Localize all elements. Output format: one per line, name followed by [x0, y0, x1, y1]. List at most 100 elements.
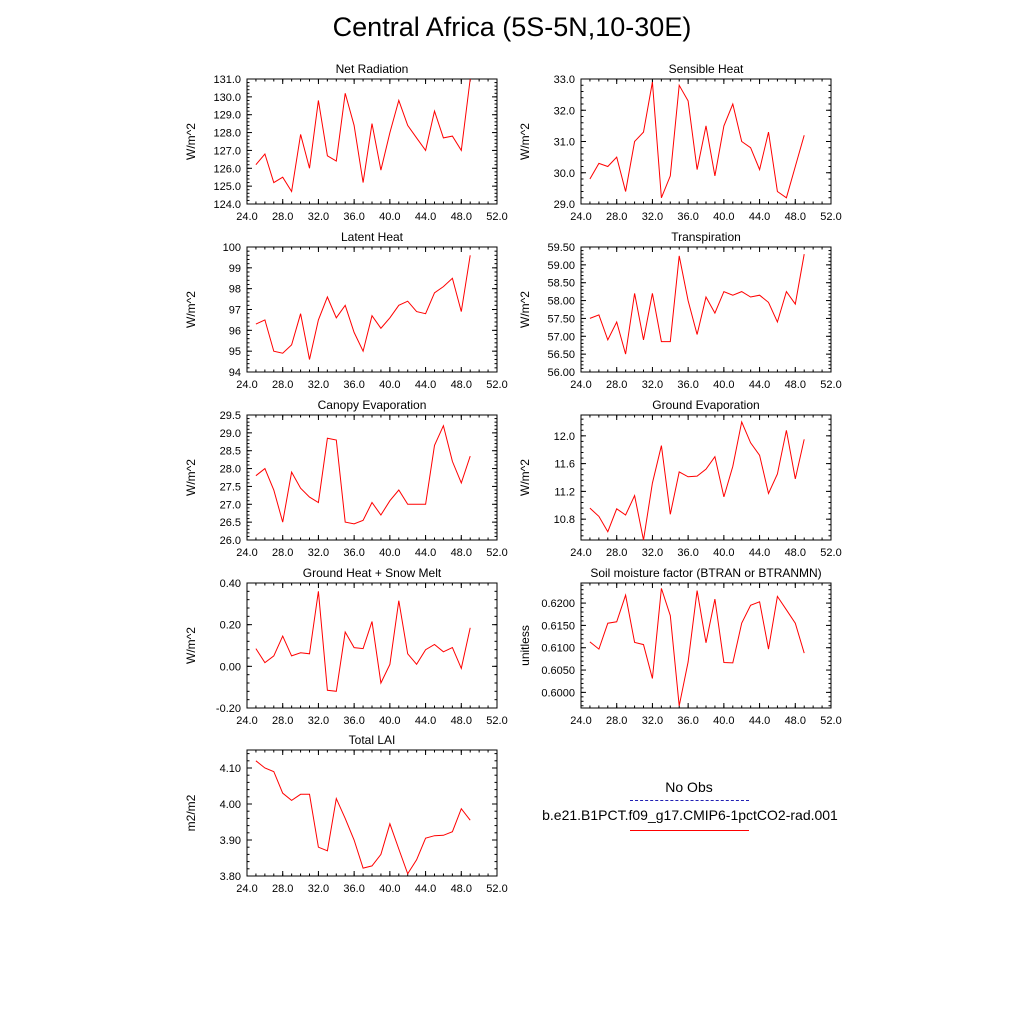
y-tick-label: 27.0 [220, 499, 241, 511]
x-tick-label: 36.0 [677, 379, 698, 391]
y-tick-label: 59.00 [547, 260, 575, 272]
y-tick-label: 130.0 [213, 92, 241, 104]
panel-7: Soil moisture factor (BTRAN or BTRANMN) u… [518, 566, 842, 727]
y-tick-label: 29.5 [220, 410, 241, 422]
y-tick-label: 129.0 [213, 110, 241, 122]
legend-model-line [630, 830, 749, 831]
x-tick-label: 44.0 [749, 547, 770, 559]
y-tick-label: 32.0 [554, 105, 575, 117]
panel-6: Ground Heat + Snow Melt W/m^2 24.0 28.0 32.0… [184, 566, 508, 727]
y-axis-label: W/m^2 [518, 459, 532, 496]
x-tick-label: 32.0 [642, 715, 663, 727]
series-line [589, 420, 805, 541]
x-tick-label: 32.0 [308, 883, 329, 895]
y-tick-label: 28.5 [220, 446, 241, 458]
y-tick-label: 96 [229, 325, 241, 337]
y-tick-label: 127.0 [213, 145, 241, 157]
x-tick-label: 48.0 [785, 547, 806, 559]
x-tick-label: 52.0 [486, 715, 507, 727]
y-axis-label: unitless [518, 625, 532, 666]
y-tick-label: 30.0 [554, 168, 575, 180]
x-tick-label: 40.0 [379, 883, 400, 895]
y-tick-label: 0.6150 [541, 620, 575, 632]
plot-frame [580, 78, 832, 205]
series-line [255, 424, 471, 525]
y-tick-label: 98 [229, 284, 241, 296]
x-tick-label: 44.0 [749, 715, 770, 727]
x-tick-label: 48.0 [785, 715, 806, 727]
panel-title: Soil moisture factor (BTRAN or BTRANMN) [590, 566, 821, 580]
x-tick-label: 32.0 [308, 547, 329, 559]
panel-0: Net Radiation W/m^2 24.0 28.0 32.0 36.0 40.0 44… [184, 62, 508, 223]
y-tick-label: 128.0 [213, 128, 241, 140]
y-tick-label: 10.8 [554, 514, 575, 526]
panel-title: Ground Heat + Snow Melt [303, 566, 442, 580]
x-tick-label: 28.0 [272, 715, 293, 727]
y-tick-label: 26.0 [220, 535, 241, 547]
x-tick-label: 48.0 [785, 211, 806, 223]
y-tick-label: 0.20 [220, 620, 241, 632]
x-tick-label: 36.0 [343, 211, 364, 223]
x-tick-label: 52.0 [820, 379, 841, 391]
panel-5: Ground Evaporation W/m^2 24.0 28.0 32.0 36.0 4… [518, 398, 842, 559]
y-tick-label: 124.0 [213, 199, 241, 211]
x-tick-label: 32.0 [308, 379, 329, 391]
y-tick-label: 4.10 [220, 763, 241, 775]
y-tick-label: 0.6200 [541, 598, 575, 610]
x-tick-label: 28.0 [606, 547, 627, 559]
y-tick-label: 3.80 [220, 871, 241, 883]
x-tick-label: 40.0 [713, 715, 734, 727]
x-tick-label: 44.0 [415, 883, 436, 895]
y-tick-label: 58.50 [547, 278, 575, 290]
x-tick-label: 40.0 [379, 379, 400, 391]
x-tick-label: 36.0 [343, 379, 364, 391]
panel-title: Sensible Heat [669, 62, 744, 76]
series-line [255, 760, 471, 875]
x-tick-label: 32.0 [642, 211, 663, 223]
x-tick-label: 44.0 [749, 211, 770, 223]
y-tick-label: 3.90 [220, 835, 241, 847]
panel-8: Total LAI m2/m2 24.0 28.0 32.0 36.0 40.0 44.0 48… [184, 733, 508, 895]
y-tick-label: 12.0 [554, 431, 575, 443]
x-tick-label: 40.0 [713, 379, 734, 391]
x-tick-label: 32.0 [308, 715, 329, 727]
panel-title: Canopy Evaporation [318, 398, 427, 412]
x-tick-label: 52.0 [820, 211, 841, 223]
y-tick-label: 4.00 [220, 799, 241, 811]
x-tick-label: 40.0 [713, 211, 734, 223]
x-tick-label: 52.0 [820, 547, 841, 559]
y-axis-label: W/m^2 [184, 291, 198, 328]
x-tick-label: 24.0 [236, 715, 257, 727]
x-tick-label: 28.0 [272, 211, 293, 223]
y-tick-label: 0.6050 [541, 665, 575, 677]
x-tick-label: 48.0 [451, 547, 472, 559]
y-tick-label: 11.6 [554, 459, 575, 471]
series-line [589, 254, 805, 355]
x-tick-label: 52.0 [486, 547, 507, 559]
y-tick-label: 0.40 [220, 578, 241, 590]
y-tick-label: 29.0 [554, 199, 575, 211]
y-tick-label: 99 [229, 263, 241, 275]
series-line [589, 82, 805, 199]
y-tick-label: 31.0 [554, 137, 575, 149]
x-tick-label: 24.0 [570, 547, 591, 559]
x-tick-label: 52.0 [486, 379, 507, 391]
x-tick-label: 40.0 [379, 547, 400, 559]
x-tick-label: 36.0 [343, 715, 364, 727]
x-tick-label: 28.0 [272, 547, 293, 559]
series-line [255, 78, 471, 193]
y-tick-label: 59.50 [547, 242, 575, 254]
y-tick-label: 57.00 [547, 331, 575, 343]
y-tick-label: 28.0 [220, 464, 241, 476]
x-tick-label: 48.0 [785, 379, 806, 391]
y-tick-label: 131.0 [213, 74, 241, 86]
y-axis-label: W/m^2 [518, 291, 532, 328]
series-line [589, 588, 805, 706]
legend-model-label: b.e21.B1PCT.f09_g17.CMIP6-1pctCO2-rad.00… [542, 807, 838, 823]
x-tick-label: 32.0 [308, 211, 329, 223]
y-axis-label: m2/m2 [184, 794, 198, 831]
y-tick-label: 27.5 [220, 481, 241, 493]
x-tick-label: 44.0 [415, 379, 436, 391]
x-tick-label: 36.0 [677, 715, 698, 727]
